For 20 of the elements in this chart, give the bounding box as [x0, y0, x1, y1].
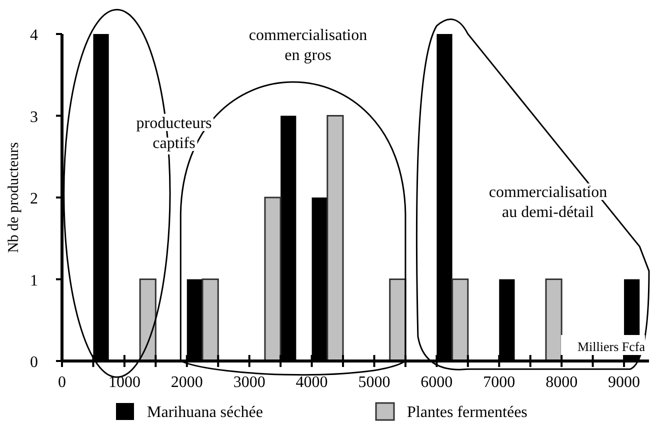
y-tick-label: 3: [30, 108, 38, 126]
y-tick-label: 2: [30, 190, 38, 208]
x-tick-label: 1000: [108, 374, 140, 391]
y-tick-label: 1: [30, 272, 38, 290]
x-tick-label: 3000: [233, 374, 266, 391]
x-tick-label: 4000: [296, 374, 328, 391]
x-tick-label: 2000: [170, 374, 203, 391]
x-tick-label: 6000: [420, 374, 453, 391]
x-tick-label: 5000: [358, 374, 390, 391]
x-tick-label: 7000: [483, 374, 516, 391]
y-axis-title: Nb de producteurs: [6, 142, 22, 253]
annotation: commercialisation en gros: [248, 27, 368, 64]
legend-label: Marihuana séchée: [147, 404, 263, 421]
x-tick-label: 0: [58, 374, 66, 391]
x-tick-label: 8000: [546, 374, 578, 391]
x-tick-label: 9000: [608, 374, 640, 391]
legend-label: Plantes fermentées: [407, 404, 528, 421]
y-tick-label: 0: [30, 354, 38, 371]
y-tick-label: 4: [30, 27, 38, 44]
x-axis-title: Milliers Fcfa: [577, 339, 646, 354]
